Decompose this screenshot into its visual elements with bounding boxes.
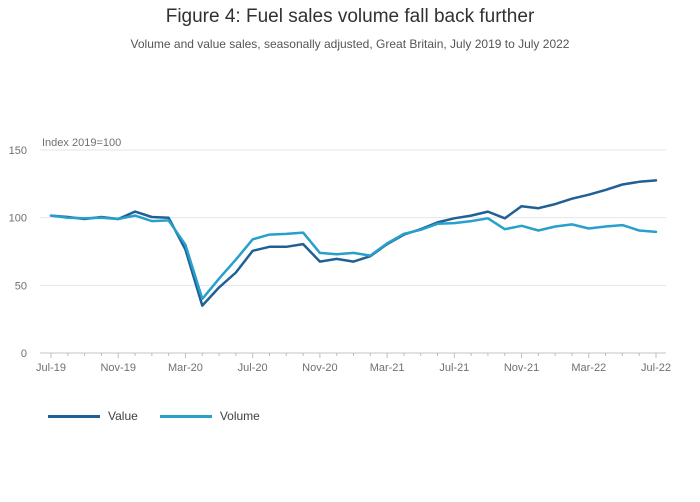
y-axis-label: Index 2019=100 xyxy=(42,137,121,149)
chart-title: Figure 4: Fuel sales volume fall back fu… xyxy=(165,6,535,27)
legend-swatch-volume xyxy=(159,414,212,418)
legend-item-volume[interactable]: Volume xyxy=(159,409,260,423)
y-tick-label: 0 xyxy=(21,348,27,360)
gridlines xyxy=(40,149,666,354)
y-tick-label: 50 xyxy=(15,280,27,292)
series-line-value[interactable] xyxy=(49,179,658,307)
legend-label-volume: Volume xyxy=(219,409,260,423)
legend: Value Volume xyxy=(48,409,260,423)
legend-swatch-value xyxy=(48,414,100,418)
x-tick-label: Jul-20 xyxy=(238,362,268,374)
x-tick-label: Mar-22 xyxy=(571,362,606,374)
x-tick-label: Nov-19 xyxy=(100,362,135,374)
axes: Index 2019=100 0 50 100 150 Jul-19 Nov-19 Mar-… xyxy=(9,137,671,374)
series-lines xyxy=(49,179,658,307)
x-tick-label: Jul-19 xyxy=(36,362,66,374)
legend-item-value[interactable]: Value xyxy=(48,409,138,423)
x-tick-label: Mar-21 xyxy=(370,362,405,374)
x-tick-label: Nov-20 xyxy=(302,362,337,374)
legend-label-value: Value xyxy=(108,409,138,423)
series-line-volume[interactable] xyxy=(49,214,658,301)
y-tick-label: 150 xyxy=(9,145,27,157)
x-tick-label: Nov-21 xyxy=(504,362,539,374)
x-tick-label: Jul-21 xyxy=(439,362,469,374)
y-tick-label: 100 xyxy=(9,213,27,225)
x-tick-label: Jul-22 xyxy=(641,362,671,374)
chart-subtitle: Volume and value sales, seasonally adjus… xyxy=(130,37,570,51)
x-tick-label: Mar-20 xyxy=(168,362,203,374)
